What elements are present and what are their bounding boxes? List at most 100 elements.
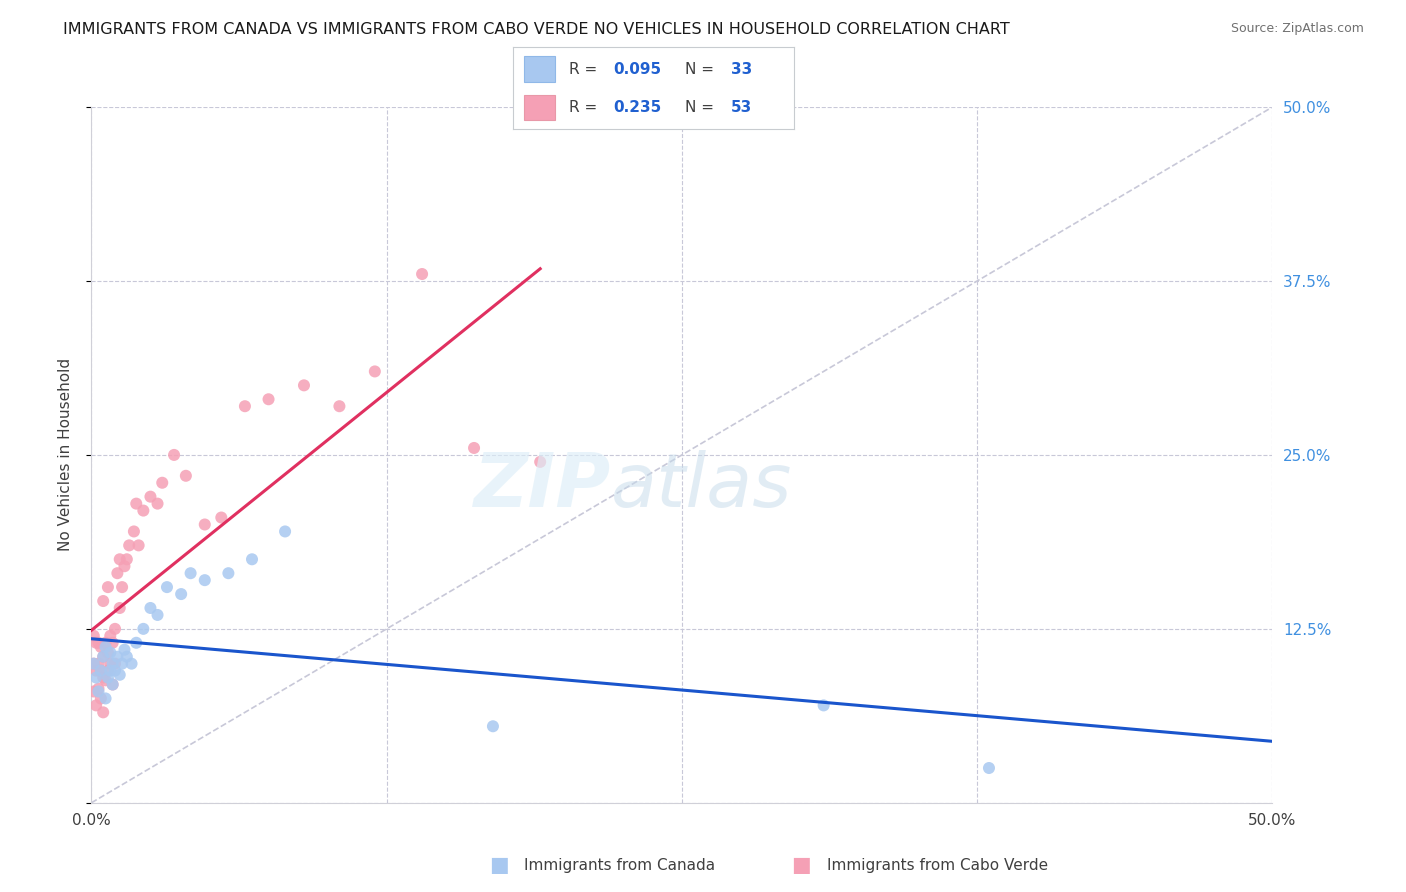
Point	[125, 497, 148, 511]
Point	[128, 538, 150, 552]
Point	[328, 399, 350, 413]
Point	[257, 392, 280, 407]
Point	[292, 378, 315, 392]
Point	[111, 657, 134, 671]
Point	[132, 503, 155, 517]
Point	[97, 664, 120, 678]
Point	[463, 441, 485, 455]
Point	[411, 267, 433, 281]
Point	[146, 607, 169, 622]
Point	[90, 664, 112, 678]
Text: 0.235: 0.235	[613, 100, 661, 115]
Point	[209, 510, 232, 524]
Point	[121, 657, 143, 671]
Point	[90, 640, 112, 654]
Point	[180, 566, 202, 581]
Point	[97, 580, 120, 594]
Point	[194, 517, 217, 532]
Y-axis label: No Vehicles in Household: No Vehicles in Household	[58, 359, 73, 551]
Point	[101, 677, 124, 691]
Point	[217, 566, 239, 581]
Point	[101, 636, 124, 650]
Point	[83, 629, 105, 643]
Point	[91, 649, 114, 664]
Point	[94, 673, 117, 688]
Point	[132, 622, 155, 636]
Point	[156, 580, 179, 594]
Point	[91, 671, 114, 685]
Text: IMMIGRANTS FROM CANADA VS IMMIGRANTS FROM CABO VERDE NO VEHICLES IN HOUSEHOLD CO: IMMIGRANTS FROM CANADA VS IMMIGRANTS FRO…	[63, 22, 1010, 37]
Point	[105, 566, 128, 581]
Point	[94, 636, 117, 650]
Point	[108, 552, 131, 566]
Point	[101, 677, 124, 691]
Point	[104, 657, 127, 671]
Point	[104, 664, 127, 678]
Bar	[524, 56, 555, 82]
Text: R =: R =	[569, 100, 603, 115]
Point	[111, 580, 134, 594]
Point	[83, 657, 105, 671]
Point	[150, 475, 173, 490]
Point	[114, 559, 136, 574]
Point	[84, 671, 107, 685]
Point	[84, 698, 107, 713]
Point	[364, 364, 387, 378]
Point	[105, 649, 128, 664]
Text: ■: ■	[489, 855, 509, 875]
Point	[90, 664, 112, 678]
Point	[813, 698, 835, 713]
Point	[240, 552, 263, 566]
Point	[94, 691, 117, 706]
Text: 33: 33	[731, 62, 752, 77]
Point	[98, 664, 121, 678]
Point	[84, 664, 107, 678]
Point	[87, 684, 110, 698]
Point	[90, 691, 112, 706]
Text: Source: ZipAtlas.com: Source: ZipAtlas.com	[1230, 22, 1364, 36]
Point	[97, 646, 120, 660]
Text: atlas: atlas	[612, 450, 793, 522]
Point	[118, 538, 141, 552]
Point	[94, 640, 117, 654]
Text: Immigrants from Canada: Immigrants from Canada	[524, 858, 716, 872]
Text: 0.095: 0.095	[613, 62, 661, 77]
Point	[91, 594, 114, 608]
Point	[97, 671, 120, 685]
Point	[139, 601, 162, 615]
Point	[104, 622, 127, 636]
Text: N =: N =	[685, 62, 718, 77]
Point	[87, 657, 110, 671]
Point	[115, 552, 138, 566]
Text: R =: R =	[569, 62, 603, 77]
Point	[139, 490, 162, 504]
Point	[91, 706, 114, 720]
Text: Immigrants from Cabo Verde: Immigrants from Cabo Verde	[827, 858, 1047, 872]
Point	[84, 636, 107, 650]
Point	[87, 636, 110, 650]
Point	[482, 719, 505, 733]
Point	[163, 448, 186, 462]
Point	[170, 587, 193, 601]
Point	[114, 642, 136, 657]
Point	[87, 681, 110, 696]
Text: N =: N =	[685, 100, 718, 115]
Point	[274, 524, 297, 539]
Text: 53: 53	[731, 100, 752, 115]
Point	[91, 649, 114, 664]
Point	[122, 524, 145, 539]
Point	[98, 646, 121, 660]
Point	[174, 468, 197, 483]
Point	[977, 761, 1000, 775]
Point	[83, 657, 105, 671]
Point	[101, 657, 124, 671]
Point	[125, 636, 148, 650]
Point	[98, 657, 121, 671]
Point	[146, 497, 169, 511]
Point	[233, 399, 256, 413]
Point	[108, 601, 131, 615]
Point	[98, 629, 121, 643]
Point	[115, 649, 138, 664]
Point	[529, 455, 551, 469]
Point	[108, 667, 131, 681]
